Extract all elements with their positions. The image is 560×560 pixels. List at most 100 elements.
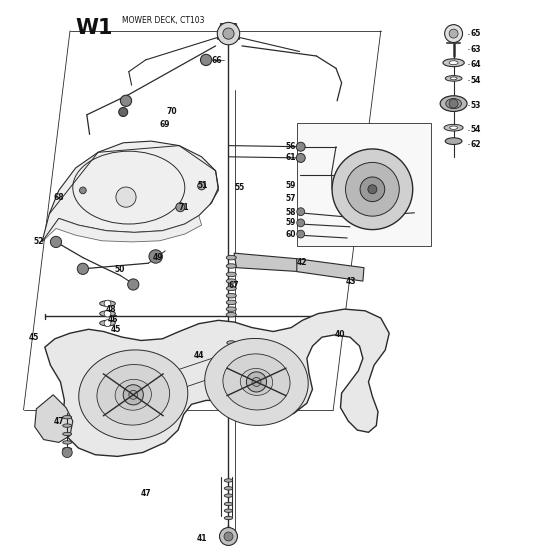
Ellipse shape	[440, 96, 467, 111]
Circle shape	[297, 219, 305, 227]
Ellipse shape	[224, 487, 232, 490]
Circle shape	[224, 532, 233, 541]
Text: 59: 59	[286, 218, 296, 227]
Text: 58: 58	[286, 208, 296, 217]
Text: 66: 66	[212, 56, 222, 65]
Ellipse shape	[449, 61, 458, 64]
Text: 52: 52	[34, 237, 44, 246]
Ellipse shape	[444, 124, 463, 131]
Circle shape	[296, 142, 305, 151]
Circle shape	[198, 182, 206, 190]
Ellipse shape	[226, 286, 236, 291]
Ellipse shape	[240, 368, 273, 395]
Text: 56: 56	[286, 142, 296, 151]
Text: 43: 43	[346, 277, 357, 286]
Ellipse shape	[63, 416, 72, 419]
Circle shape	[62, 447, 72, 458]
Text: 41: 41	[197, 534, 208, 543]
Text: 69: 69	[160, 120, 170, 129]
Polygon shape	[297, 259, 364, 281]
Ellipse shape	[226, 293, 236, 298]
Circle shape	[223, 28, 234, 39]
Text: 42: 42	[297, 258, 307, 267]
Circle shape	[297, 230, 305, 238]
Circle shape	[297, 208, 305, 216]
Text: 47: 47	[53, 417, 64, 426]
Ellipse shape	[226, 312, 236, 317]
Ellipse shape	[224, 479, 232, 482]
Polygon shape	[42, 216, 202, 242]
Text: 40: 40	[335, 330, 346, 339]
Ellipse shape	[63, 432, 72, 436]
Circle shape	[123, 385, 143, 405]
Circle shape	[149, 250, 162, 263]
Circle shape	[80, 187, 86, 194]
Circle shape	[104, 300, 111, 307]
Text: 57: 57	[286, 194, 296, 203]
Text: 55: 55	[234, 183, 244, 192]
Circle shape	[176, 203, 185, 212]
Circle shape	[128, 279, 139, 290]
Circle shape	[246, 372, 267, 392]
Ellipse shape	[226, 255, 236, 260]
Ellipse shape	[226, 264, 236, 268]
Polygon shape	[217, 24, 240, 39]
Circle shape	[449, 29, 458, 38]
Circle shape	[119, 108, 128, 116]
Ellipse shape	[223, 354, 290, 410]
Ellipse shape	[227, 362, 236, 366]
Polygon shape	[234, 253, 300, 272]
Text: 70: 70	[167, 108, 178, 116]
Text: 54: 54	[470, 125, 481, 134]
Polygon shape	[35, 395, 73, 442]
Ellipse shape	[63, 447, 72, 451]
Text: 67: 67	[228, 281, 239, 290]
Text: 65: 65	[470, 29, 481, 38]
Text: 59: 59	[286, 181, 296, 190]
Ellipse shape	[450, 77, 457, 80]
Ellipse shape	[97, 365, 170, 425]
Ellipse shape	[224, 494, 232, 497]
Ellipse shape	[63, 441, 72, 444]
Text: MOWER DECK, CT103: MOWER DECK, CT103	[122, 16, 204, 25]
Ellipse shape	[100, 301, 115, 306]
Ellipse shape	[226, 279, 236, 283]
Ellipse shape	[445, 138, 462, 144]
Circle shape	[50, 236, 62, 248]
Ellipse shape	[227, 348, 236, 352]
Text: 48: 48	[105, 305, 116, 314]
Circle shape	[104, 310, 111, 317]
Text: 61: 61	[286, 153, 296, 162]
Ellipse shape	[224, 509, 232, 512]
Text: 44: 44	[193, 351, 204, 360]
Circle shape	[346, 162, 399, 216]
Polygon shape	[180, 342, 304, 354]
Text: 50: 50	[115, 265, 125, 274]
Ellipse shape	[79, 350, 188, 440]
Text: 64: 64	[470, 60, 481, 69]
Circle shape	[332, 149, 413, 230]
Text: 45: 45	[29, 333, 40, 342]
Text: 71: 71	[178, 203, 189, 212]
Ellipse shape	[443, 59, 464, 67]
Ellipse shape	[100, 320, 115, 326]
Circle shape	[217, 22, 240, 45]
Polygon shape	[297, 123, 431, 246]
Ellipse shape	[450, 126, 458, 129]
Text: 53: 53	[470, 101, 481, 110]
Text: W1: W1	[76, 18, 113, 38]
Circle shape	[252, 377, 261, 386]
Polygon shape	[45, 309, 389, 456]
Text: 68: 68	[53, 193, 64, 202]
Circle shape	[445, 25, 463, 43]
Ellipse shape	[226, 300, 236, 305]
Ellipse shape	[63, 424, 72, 427]
Polygon shape	[42, 141, 218, 242]
Text: 45: 45	[111, 325, 122, 334]
Ellipse shape	[226, 307, 236, 311]
Text: 54: 54	[470, 76, 481, 85]
Ellipse shape	[227, 356, 236, 360]
Ellipse shape	[100, 311, 115, 316]
Ellipse shape	[224, 502, 232, 506]
Circle shape	[368, 185, 377, 194]
